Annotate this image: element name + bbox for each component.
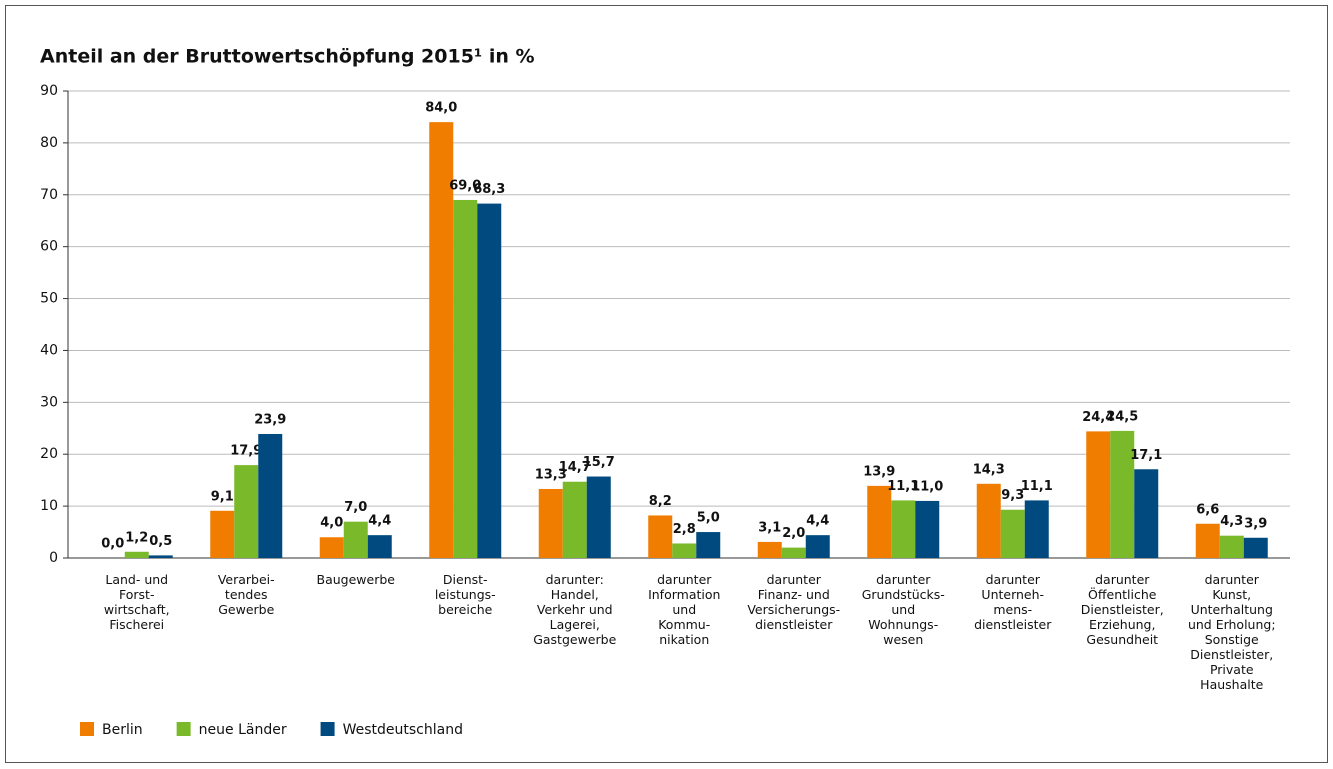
value-label: 6,6 bbox=[1196, 502, 1219, 517]
value-label: 2,0 bbox=[782, 526, 805, 541]
value-label: 23,9 bbox=[254, 412, 286, 427]
bar bbox=[429, 122, 454, 558]
value-label: 11,1 bbox=[887, 479, 919, 494]
value-label: 9,1 bbox=[211, 489, 234, 504]
value-label: 17,9 bbox=[230, 444, 262, 459]
value-label: 4,4 bbox=[806, 514, 829, 529]
legend-swatch bbox=[80, 722, 94, 736]
value-label: 17,1 bbox=[1130, 448, 1162, 463]
chart-title: Anteil an der Bruttowertschöpfung 2015¹ … bbox=[40, 46, 535, 68]
bar bbox=[562, 481, 587, 558]
value-label: 4,0 bbox=[320, 516, 343, 531]
y-tick-label: 70 bbox=[40, 187, 58, 203]
bar bbox=[696, 532, 721, 558]
y-tick-label: 40 bbox=[40, 342, 58, 358]
value-label: 13,3 bbox=[535, 467, 567, 482]
bar bbox=[757, 541, 782, 558]
bar bbox=[891, 500, 916, 558]
bar bbox=[672, 543, 697, 558]
value-label: 5,0 bbox=[697, 511, 720, 526]
bar bbox=[258, 433, 283, 558]
y-tick-label: 80 bbox=[40, 135, 58, 151]
value-label: 68,3 bbox=[473, 182, 505, 197]
value-label: 14,7 bbox=[559, 460, 591, 475]
bar bbox=[343, 521, 368, 558]
x-tick-label: Land- und Forst- wirtschaft, Fischerei bbox=[103, 572, 170, 632]
x-tick-label: darunter Information und Kommu- nikation bbox=[648, 572, 721, 647]
bar bbox=[1024, 500, 1049, 558]
bar bbox=[1086, 431, 1111, 558]
bar bbox=[805, 535, 830, 558]
bar bbox=[867, 485, 892, 558]
value-label: 24,5 bbox=[1106, 409, 1138, 424]
value-label: 4,3 bbox=[1220, 514, 1243, 529]
bar bbox=[453, 199, 478, 558]
bar bbox=[1195, 523, 1220, 558]
x-tick-label: darunter Unterneh- mens- dienstleister bbox=[974, 572, 1052, 632]
value-label: 3,9 bbox=[1244, 516, 1267, 531]
value-label: 8,2 bbox=[649, 494, 672, 509]
legend-label: neue Länder bbox=[199, 722, 287, 738]
y-tick-label: 0 bbox=[49, 550, 58, 566]
bar bbox=[648, 515, 673, 558]
bar bbox=[538, 488, 563, 558]
value-label: 9,3 bbox=[1001, 488, 1024, 503]
bar bbox=[234, 465, 259, 558]
value-label: 15,7 bbox=[583, 455, 615, 470]
y-tick-label: 90 bbox=[40, 83, 58, 99]
bar bbox=[124, 551, 149, 558]
x-tick-label: darunter Grundstücks- und Wohnungs- wese… bbox=[861, 572, 945, 647]
value-label: 14,3 bbox=[973, 462, 1005, 477]
bar bbox=[915, 500, 940, 558]
value-label: 84,0 bbox=[425, 101, 457, 116]
bar bbox=[1000, 509, 1025, 558]
bar bbox=[148, 555, 173, 558]
value-label: 7,0 bbox=[344, 500, 367, 515]
frame bbox=[5, 5, 1328, 763]
bar bbox=[210, 510, 235, 558]
bar bbox=[1219, 535, 1244, 558]
y-tick-label: 60 bbox=[40, 239, 58, 255]
value-label: 69,0 bbox=[449, 178, 481, 193]
value-label: 3,1 bbox=[758, 520, 781, 535]
bar bbox=[976, 483, 1001, 558]
value-label: 13,9 bbox=[863, 464, 895, 479]
value-label: 0,0 bbox=[101, 537, 124, 552]
x-tick-label: darunter Finanz- und Versicherungs- dien… bbox=[747, 572, 841, 632]
legend-swatch bbox=[320, 722, 335, 736]
bar bbox=[781, 547, 806, 558]
value-label: 11,0 bbox=[911, 479, 943, 494]
y-tick-label: 50 bbox=[40, 291, 58, 307]
x-tick-label: darunter Öffentliche Dienstleister, Erzi… bbox=[1080, 572, 1164, 647]
bar bbox=[367, 535, 392, 558]
bar bbox=[477, 203, 502, 559]
bar bbox=[1243, 537, 1268, 558]
bar bbox=[1110, 430, 1135, 558]
x-tick-label: Baugewerbe bbox=[316, 572, 395, 587]
bar bbox=[586, 476, 611, 558]
value-label: 2,8 bbox=[673, 522, 696, 537]
y-tick-label: 10 bbox=[40, 498, 58, 514]
value-label: 0,5 bbox=[149, 534, 172, 549]
y-tick-label: 20 bbox=[40, 446, 58, 462]
x-tick-label: Dienst- leistungs- bereiche bbox=[434, 572, 496, 617]
legend-label: Berlin bbox=[102, 722, 143, 738]
x-tick-label: Verarbei- tendes Gewerbe bbox=[217, 572, 275, 617]
legend-label: Westdeutschland bbox=[343, 722, 463, 738]
value-label: 4,4 bbox=[368, 514, 391, 529]
y-tick-label: 30 bbox=[40, 394, 58, 410]
bar bbox=[1134, 469, 1159, 558]
value-label: 1,2 bbox=[125, 530, 148, 545]
value-label: 11,1 bbox=[1021, 479, 1053, 494]
x-tick-label: darunter Kunst, Unterhaltung und Erholun… bbox=[1187, 572, 1276, 692]
legend-swatch bbox=[176, 722, 191, 736]
bar bbox=[319, 537, 344, 558]
value-label: 24,4 bbox=[1082, 410, 1114, 425]
x-tick-label: darunter: Handel, Verkehr und Lagerei, G… bbox=[533, 572, 617, 647]
